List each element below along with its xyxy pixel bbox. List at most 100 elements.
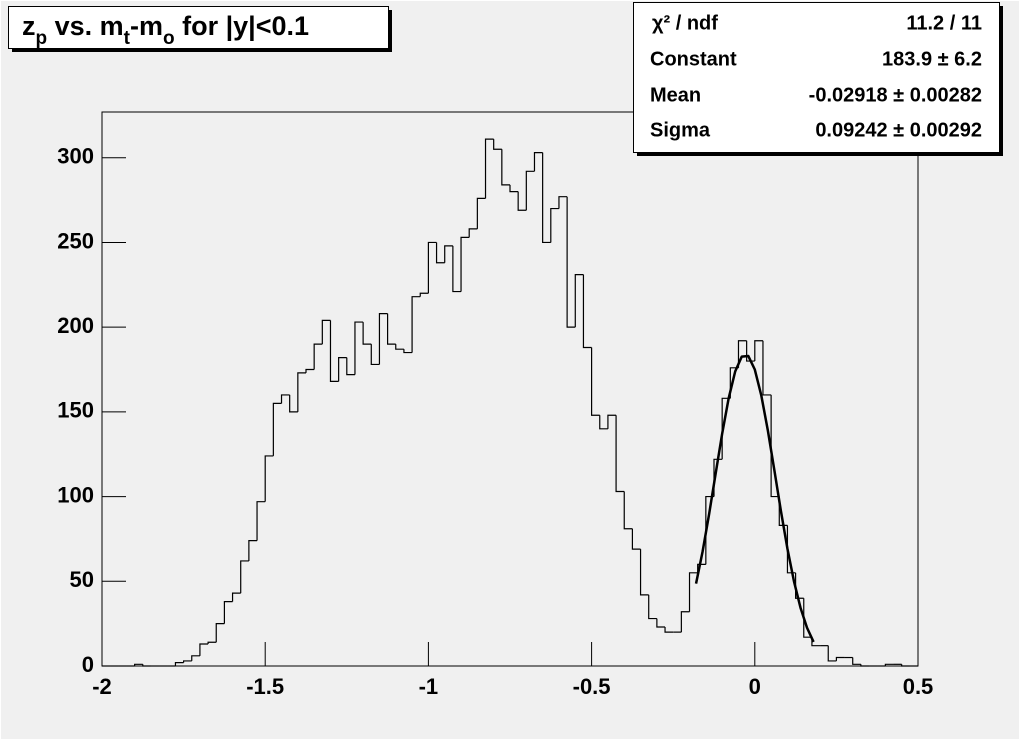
hist-bin (240, 560, 249, 594)
chart-title: zp vs. mt-mo for |y|<0.1 (22, 11, 309, 48)
hist-bin (631, 528, 641, 550)
hist-bin (183, 660, 192, 663)
hist-bin (656, 618, 666, 628)
hist-bin (395, 344, 404, 350)
x-tick-label: -1 (419, 674, 439, 699)
y-tick-label: 200 (57, 313, 94, 338)
title-part: for |y|<0.1 (175, 11, 309, 41)
hist-bin (207, 641, 217, 644)
x-tick-label: -1.5 (246, 674, 284, 699)
hist-bin (289, 394, 298, 413)
hist-bin (558, 196, 568, 209)
x-tick-label: -2 (92, 674, 112, 699)
hist-bin (664, 627, 674, 633)
hist-bin (509, 184, 519, 193)
hist-bin (191, 655, 200, 661)
hist-bin (354, 321, 364, 375)
hist-bin (174, 662, 184, 666)
stat-label: Mean (650, 84, 701, 106)
hist-bin (599, 415, 608, 430)
hist-bin (264, 455, 274, 502)
hist-bin (248, 540, 258, 561)
x-tick-label: -0.5 (573, 674, 611, 699)
hist-bin (827, 645, 837, 662)
x-tick-label: 0 (749, 674, 761, 699)
hist-bin (525, 170, 535, 211)
title-part: -m (130, 11, 163, 41)
hist-bin (860, 664, 870, 667)
fit-curve (694, 354, 815, 643)
hist-bin (737, 340, 747, 368)
hist-bin (550, 207, 559, 243)
hist-bin (566, 196, 576, 328)
hist-bin (688, 572, 698, 612)
hist-bin (835, 656, 845, 661)
y-tick-label: 150 (57, 398, 94, 423)
hist-bin (297, 372, 306, 412)
hist-bin (370, 344, 380, 366)
title-box (8, 6, 389, 49)
title-part: z (22, 11, 36, 41)
hist-bin (280, 394, 290, 404)
stat-label: Sigma (650, 119, 711, 141)
hist-bin (484, 138, 494, 199)
hist-bin (884, 663, 894, 666)
hist-bin (346, 357, 355, 376)
y-tick-label: 300 (57, 144, 94, 169)
hist-bin (762, 340, 772, 396)
title-part: t (124, 28, 131, 49)
hist-bin (476, 197, 486, 229)
hist-bin (411, 296, 421, 353)
hist-bin (460, 236, 470, 292)
hist-bin (517, 191, 527, 211)
hist-bin (795, 572, 804, 599)
stat-label: χ² / ndf (652, 12, 718, 34)
hist-bin (329, 320, 339, 382)
hist-bin (615, 415, 625, 493)
hist-bin (901, 664, 910, 667)
stat-value: -0.02918 ± 0.00282 (809, 84, 982, 106)
hist-bin (305, 368, 315, 373)
hist-bin (452, 245, 462, 293)
hist-bin (313, 343, 323, 370)
title-part: p (36, 28, 48, 49)
title-part: vs. m (47, 11, 124, 41)
hist-bin (427, 241, 437, 294)
hist-bin (419, 292, 429, 297)
hist-bin (803, 598, 812, 638)
hist-bin (591, 347, 600, 416)
hist-bin (852, 657, 861, 665)
hist-bin (623, 491, 633, 530)
hist-bin (770, 394, 780, 498)
hist-bin (533, 152, 543, 172)
hist-bin (582, 274, 592, 349)
stat-value: 11.2 / 11 (906, 12, 982, 34)
hist-bin (231, 592, 241, 602)
hist-bin (199, 643, 209, 656)
hist-bin (387, 313, 396, 345)
hist-bin (272, 402, 282, 456)
hist-bin (468, 228, 478, 238)
hist-bin (338, 357, 347, 382)
stats-box (633, 2, 1000, 153)
x-tick-label: 0.5 (903, 674, 934, 699)
hist-bin (142, 664, 151, 667)
y-tick-label: 50 (70, 567, 94, 592)
hist-bin (754, 340, 763, 362)
hist-bin (134, 663, 143, 666)
stat-value: 0.09242 ± 0.00292 (815, 119, 982, 141)
hist-bin (256, 501, 266, 541)
hist-bin (444, 245, 453, 263)
hist-bin (648, 594, 657, 620)
hist-bin (321, 319, 331, 345)
y-tick-label: 0 (82, 652, 94, 677)
frame (101, 111, 919, 667)
stat-label: Constant (650, 48, 737, 70)
hist-bin (223, 601, 233, 624)
title-part: o (163, 28, 175, 49)
hist-bin (574, 274, 584, 328)
y-tick-label: 250 (57, 228, 94, 253)
hist-bin (680, 611, 690, 633)
